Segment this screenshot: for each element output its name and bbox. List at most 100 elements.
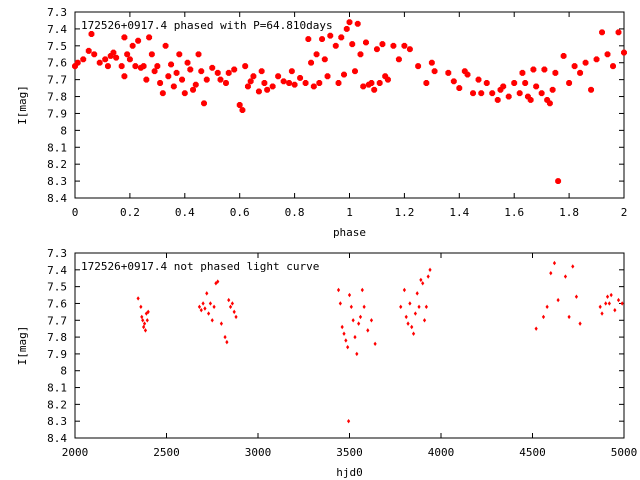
data-point [456,85,463,92]
data-point [286,80,293,86]
data-point [321,56,328,63]
data-point [225,69,232,76]
data-point [357,51,364,58]
x-tick-label: 4000 [428,446,455,459]
chart-title: 172526+0917.4 phased with P=64.810days [81,19,333,32]
data-point [203,306,207,311]
data-point [335,80,342,86]
data-point [212,304,216,310]
x-tick-label: 2000 [62,446,89,459]
data-point [230,301,234,306]
data-point [142,321,147,326]
data-point [198,68,205,75]
data-point [136,296,140,301]
data-point [582,59,589,66]
data-point [247,78,254,85]
data-point [413,311,417,316]
data-point [184,59,191,66]
data-point [231,66,238,73]
y-tick-label: 8.1 [47,141,67,154]
y-tick-label: 7.7 [47,74,67,87]
data-point [353,334,357,340]
data-point [549,270,553,276]
data-point [376,80,383,86]
data-point [369,318,374,323]
data-point [250,73,257,80]
data-point [223,80,229,86]
data-point [363,39,369,46]
data-point [227,297,231,303]
data-point [280,78,287,85]
data-point [319,36,326,43]
data-point [187,66,194,73]
x-axis-label: phase [333,226,366,239]
data-point [578,321,582,326]
data-point [104,63,111,70]
data-point [208,301,213,306]
data-point [91,51,98,58]
data-point [258,68,265,75]
data-point [604,301,608,306]
data-point [571,63,578,70]
data-point [600,311,604,316]
data-point [176,51,183,58]
data-point [545,304,549,310]
y-tick-label: 8.2 [47,158,67,171]
data-point [159,90,166,97]
data-point [445,69,452,76]
data-point [346,344,350,350]
data-point [478,90,485,97]
data-point [342,331,346,336]
data-point [621,49,627,56]
data-point [415,63,422,70]
data-point [530,66,537,73]
data-point [225,339,229,345]
data-point [288,68,295,75]
data-point [366,328,370,333]
data-point [203,76,210,83]
data-point [201,100,207,107]
y-axis-label: I[mag] [16,326,29,366]
data-point [206,311,211,316]
x-tick-label: 0 [72,206,79,219]
data-point [516,90,523,97]
x-tick-label: 2 [621,206,628,219]
data-point [599,29,605,36]
x-tick-label: 3500 [336,446,363,459]
y-tick-label: 7.4 [47,264,67,277]
x-tick-label: 1 [346,206,353,219]
y-tick-label: 7.7 [47,314,67,327]
data-point [368,80,375,86]
x-tick-label: 0.6 [230,206,250,219]
data-point [423,80,430,86]
data-point [605,294,610,299]
data-point [143,328,148,333]
data-point [74,59,81,66]
y-tick-label: 8 [60,124,67,137]
y-tick-label: 7.5 [47,281,67,294]
y-tick-label: 8.1 [47,382,67,395]
data-point [141,318,145,323]
data-point [505,93,512,100]
data-point [310,83,317,90]
data-point [291,81,298,88]
data-point [261,80,268,86]
data-point [146,309,150,315]
data-point [269,83,276,90]
data-point [201,301,205,306]
data-point [410,324,414,330]
data-point [604,51,611,58]
x-tick-label: 5000 [611,446,638,459]
x-tick-label: 4500 [519,446,546,459]
data-point [121,34,128,41]
data-point [121,73,128,80]
chart-title: 172526+0917.4 not phased light curve [81,260,319,273]
data-point [346,418,351,424]
data-point [571,264,575,269]
x-tick-label: 1.4 [449,206,469,219]
data-point [236,102,243,108]
data-point [373,46,380,53]
data-point [80,56,87,63]
data-point [126,56,133,63]
